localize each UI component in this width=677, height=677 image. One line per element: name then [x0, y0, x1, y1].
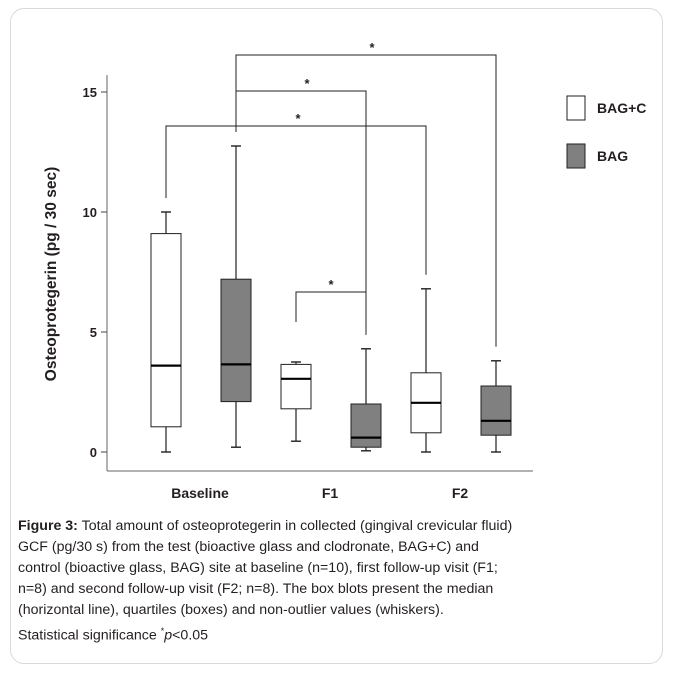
y-tick-label: 15	[83, 85, 97, 100]
box-bag	[480, 385, 512, 436]
x-tick-label: Baseline	[171, 485, 229, 501]
caption-line-1-text: Total amount of osteoprotegerin in colle…	[77, 518, 513, 534]
caption-line-1: Figure 3: Total amount of osteoprotegeri…	[18, 516, 664, 537]
significance-bracket	[165, 125, 427, 275]
x-tick-label: F2	[452, 485, 469, 501]
box-bag-c	[150, 233, 182, 428]
boxplot-chart: Osteoprotegerin (pg / 30 sec) 0 5 10 15 Base…	[43, 40, 646, 501]
legend-swatch	[566, 143, 586, 169]
caption-line-3: control (bioactive glass, BAG) site at b…	[18, 560, 498, 576]
significance-prefix: Statistical significance	[18, 627, 161, 644]
y-tick-label: 5	[90, 325, 97, 340]
caption-line-5: (horizontal line), quartiles (boxes) and…	[18, 602, 444, 618]
caption-line-4: n=8) and second follow-up visit (F2; n=8…	[18, 581, 494, 597]
legend-label: BAG+C	[597, 100, 646, 116]
significance-star: *	[328, 277, 334, 292]
significance-star: *	[295, 111, 301, 126]
significance-star: *	[369, 40, 375, 55]
x-tick-label: F1	[322, 485, 339, 501]
significance-bracket	[295, 291, 367, 335]
figure-frame	[10, 8, 663, 664]
significance-star: *	[160, 626, 165, 636]
y-axis-label: Osteoprotegerin (pg / 30 sec)	[43, 167, 60, 381]
figure-caption: Figure 3: Total amount of osteoprotegeri…	[18, 516, 664, 647]
box-bag	[350, 403, 382, 448]
caption-significance: Statistical significance *p<0.05	[18, 621, 664, 647]
significance-p: p	[164, 627, 173, 644]
y-tick-label: 0	[90, 445, 97, 460]
significance-bracket	[235, 90, 367, 335]
caption-figure-label: Figure 3:	[18, 518, 78, 534]
legend-swatch	[566, 95, 586, 121]
legend-label: BAG	[597, 148, 628, 164]
significance-suffix: <0.05	[172, 627, 209, 644]
box-bag-c	[280, 363, 312, 410]
caption-line-2: GCF (pg/30 s) from the test (bioactive g…	[18, 539, 479, 555]
significance-star: *	[304, 76, 310, 91]
box-bag	[220, 278, 252, 403]
y-tick-label: 10	[83, 205, 97, 220]
